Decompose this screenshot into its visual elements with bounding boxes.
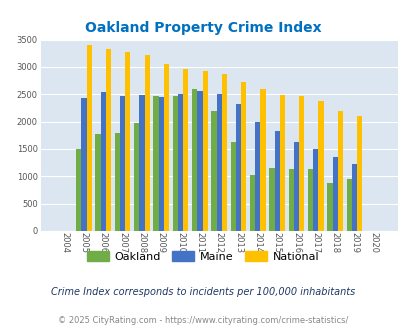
Bar <box>144 55 149 231</box>
Bar <box>235 104 241 231</box>
Bar <box>125 52 130 231</box>
Bar <box>313 149 318 231</box>
Bar <box>86 45 92 231</box>
Bar <box>255 122 260 231</box>
Bar <box>158 97 164 231</box>
Bar <box>274 131 279 231</box>
Bar <box>249 175 255 231</box>
Text: Crime Index corresponds to incidents per 100,000 inhabitants: Crime Index corresponds to incidents per… <box>51 287 354 297</box>
Bar <box>279 95 284 231</box>
Bar <box>106 49 111 231</box>
Bar <box>293 142 298 231</box>
Bar <box>134 123 139 231</box>
Bar <box>197 91 202 231</box>
Bar <box>177 94 183 231</box>
Bar <box>356 116 361 231</box>
Bar <box>164 64 169 231</box>
Text: Oakland Property Crime Index: Oakland Property Crime Index <box>85 21 320 35</box>
Bar <box>183 69 188 231</box>
Bar <box>115 133 120 231</box>
Bar <box>202 71 207 231</box>
Bar <box>260 89 265 231</box>
Bar <box>337 111 342 231</box>
Bar <box>346 179 351 231</box>
Bar <box>298 96 304 231</box>
Bar <box>95 134 100 231</box>
Bar <box>120 96 125 231</box>
Bar <box>221 74 226 231</box>
Bar <box>241 82 246 231</box>
Bar <box>351 164 356 231</box>
Bar <box>230 142 235 231</box>
Bar <box>153 96 158 231</box>
Bar <box>332 157 337 231</box>
Bar <box>173 96 177 231</box>
Legend: Oakland, Maine, National: Oakland, Maine, National <box>82 247 323 267</box>
Bar <box>100 92 106 231</box>
Bar <box>307 170 313 231</box>
Bar <box>318 101 323 231</box>
Bar <box>76 149 81 231</box>
Bar <box>288 170 293 231</box>
Bar <box>81 98 86 231</box>
Bar <box>192 89 197 231</box>
Bar <box>326 183 332 231</box>
Bar <box>216 94 221 231</box>
Bar <box>139 95 144 231</box>
Bar <box>269 168 274 231</box>
Text: © 2025 CityRating.com - https://www.cityrating.com/crime-statistics/: © 2025 CityRating.com - https://www.city… <box>58 316 347 325</box>
Bar <box>211 111 216 231</box>
